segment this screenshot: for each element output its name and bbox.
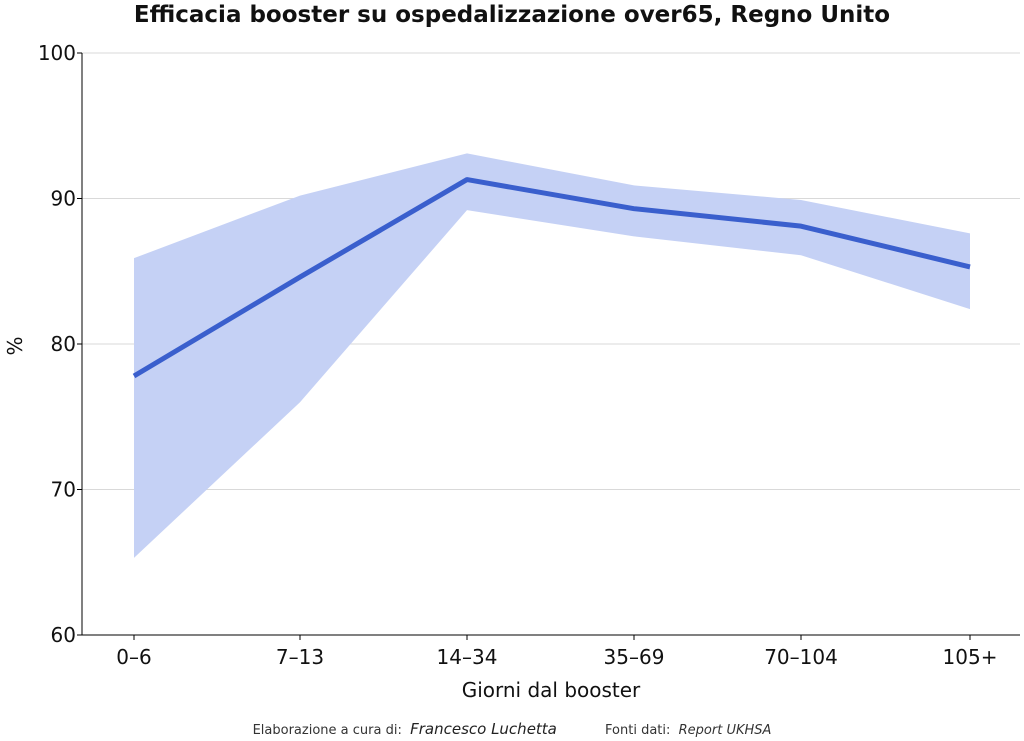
credit-name: Francesco Luchetta bbox=[410, 720, 557, 738]
y-tick-label: 60 bbox=[51, 623, 76, 647]
x-tick-label: 105+ bbox=[943, 645, 998, 669]
source-name: Report UKHSA bbox=[678, 723, 772, 738]
x-tick-label: 7–13 bbox=[276, 645, 324, 669]
credit-label: Elaborazione a cura di: bbox=[252, 723, 402, 738]
y-tick-label: 100 bbox=[38, 41, 76, 65]
x-tick-label: 70–104 bbox=[764, 645, 838, 669]
source-label: Fonti dati: bbox=[605, 723, 671, 738]
x-tick-label: 35–69 bbox=[604, 645, 665, 669]
y-tick-label: 90 bbox=[51, 187, 76, 211]
series-line bbox=[132, 177, 971, 379]
chart-title: Efficacia booster su ospedalizzazione ov… bbox=[134, 2, 890, 28]
y-axis-title: % bbox=[3, 336, 27, 355]
confidence-band bbox=[134, 153, 970, 558]
y-tick-label: 80 bbox=[51, 332, 76, 356]
y-tick-labels: 60 70 80 90 100 bbox=[38, 41, 76, 647]
x-axis-title: Giorni dal booster bbox=[462, 678, 641, 702]
x-tick-label: 14–34 bbox=[437, 645, 498, 669]
axes bbox=[77, 52, 1020, 640]
footer-credits: Elaborazione a cura di: Francesco Luchet… bbox=[0, 720, 1024, 738]
x-tick-label: 0–6 bbox=[116, 645, 151, 669]
y-tick-label: 70 bbox=[51, 478, 76, 502]
x-tick-labels: 0–6 7–13 14–34 35–69 70–104 105+ bbox=[116, 645, 997, 669]
